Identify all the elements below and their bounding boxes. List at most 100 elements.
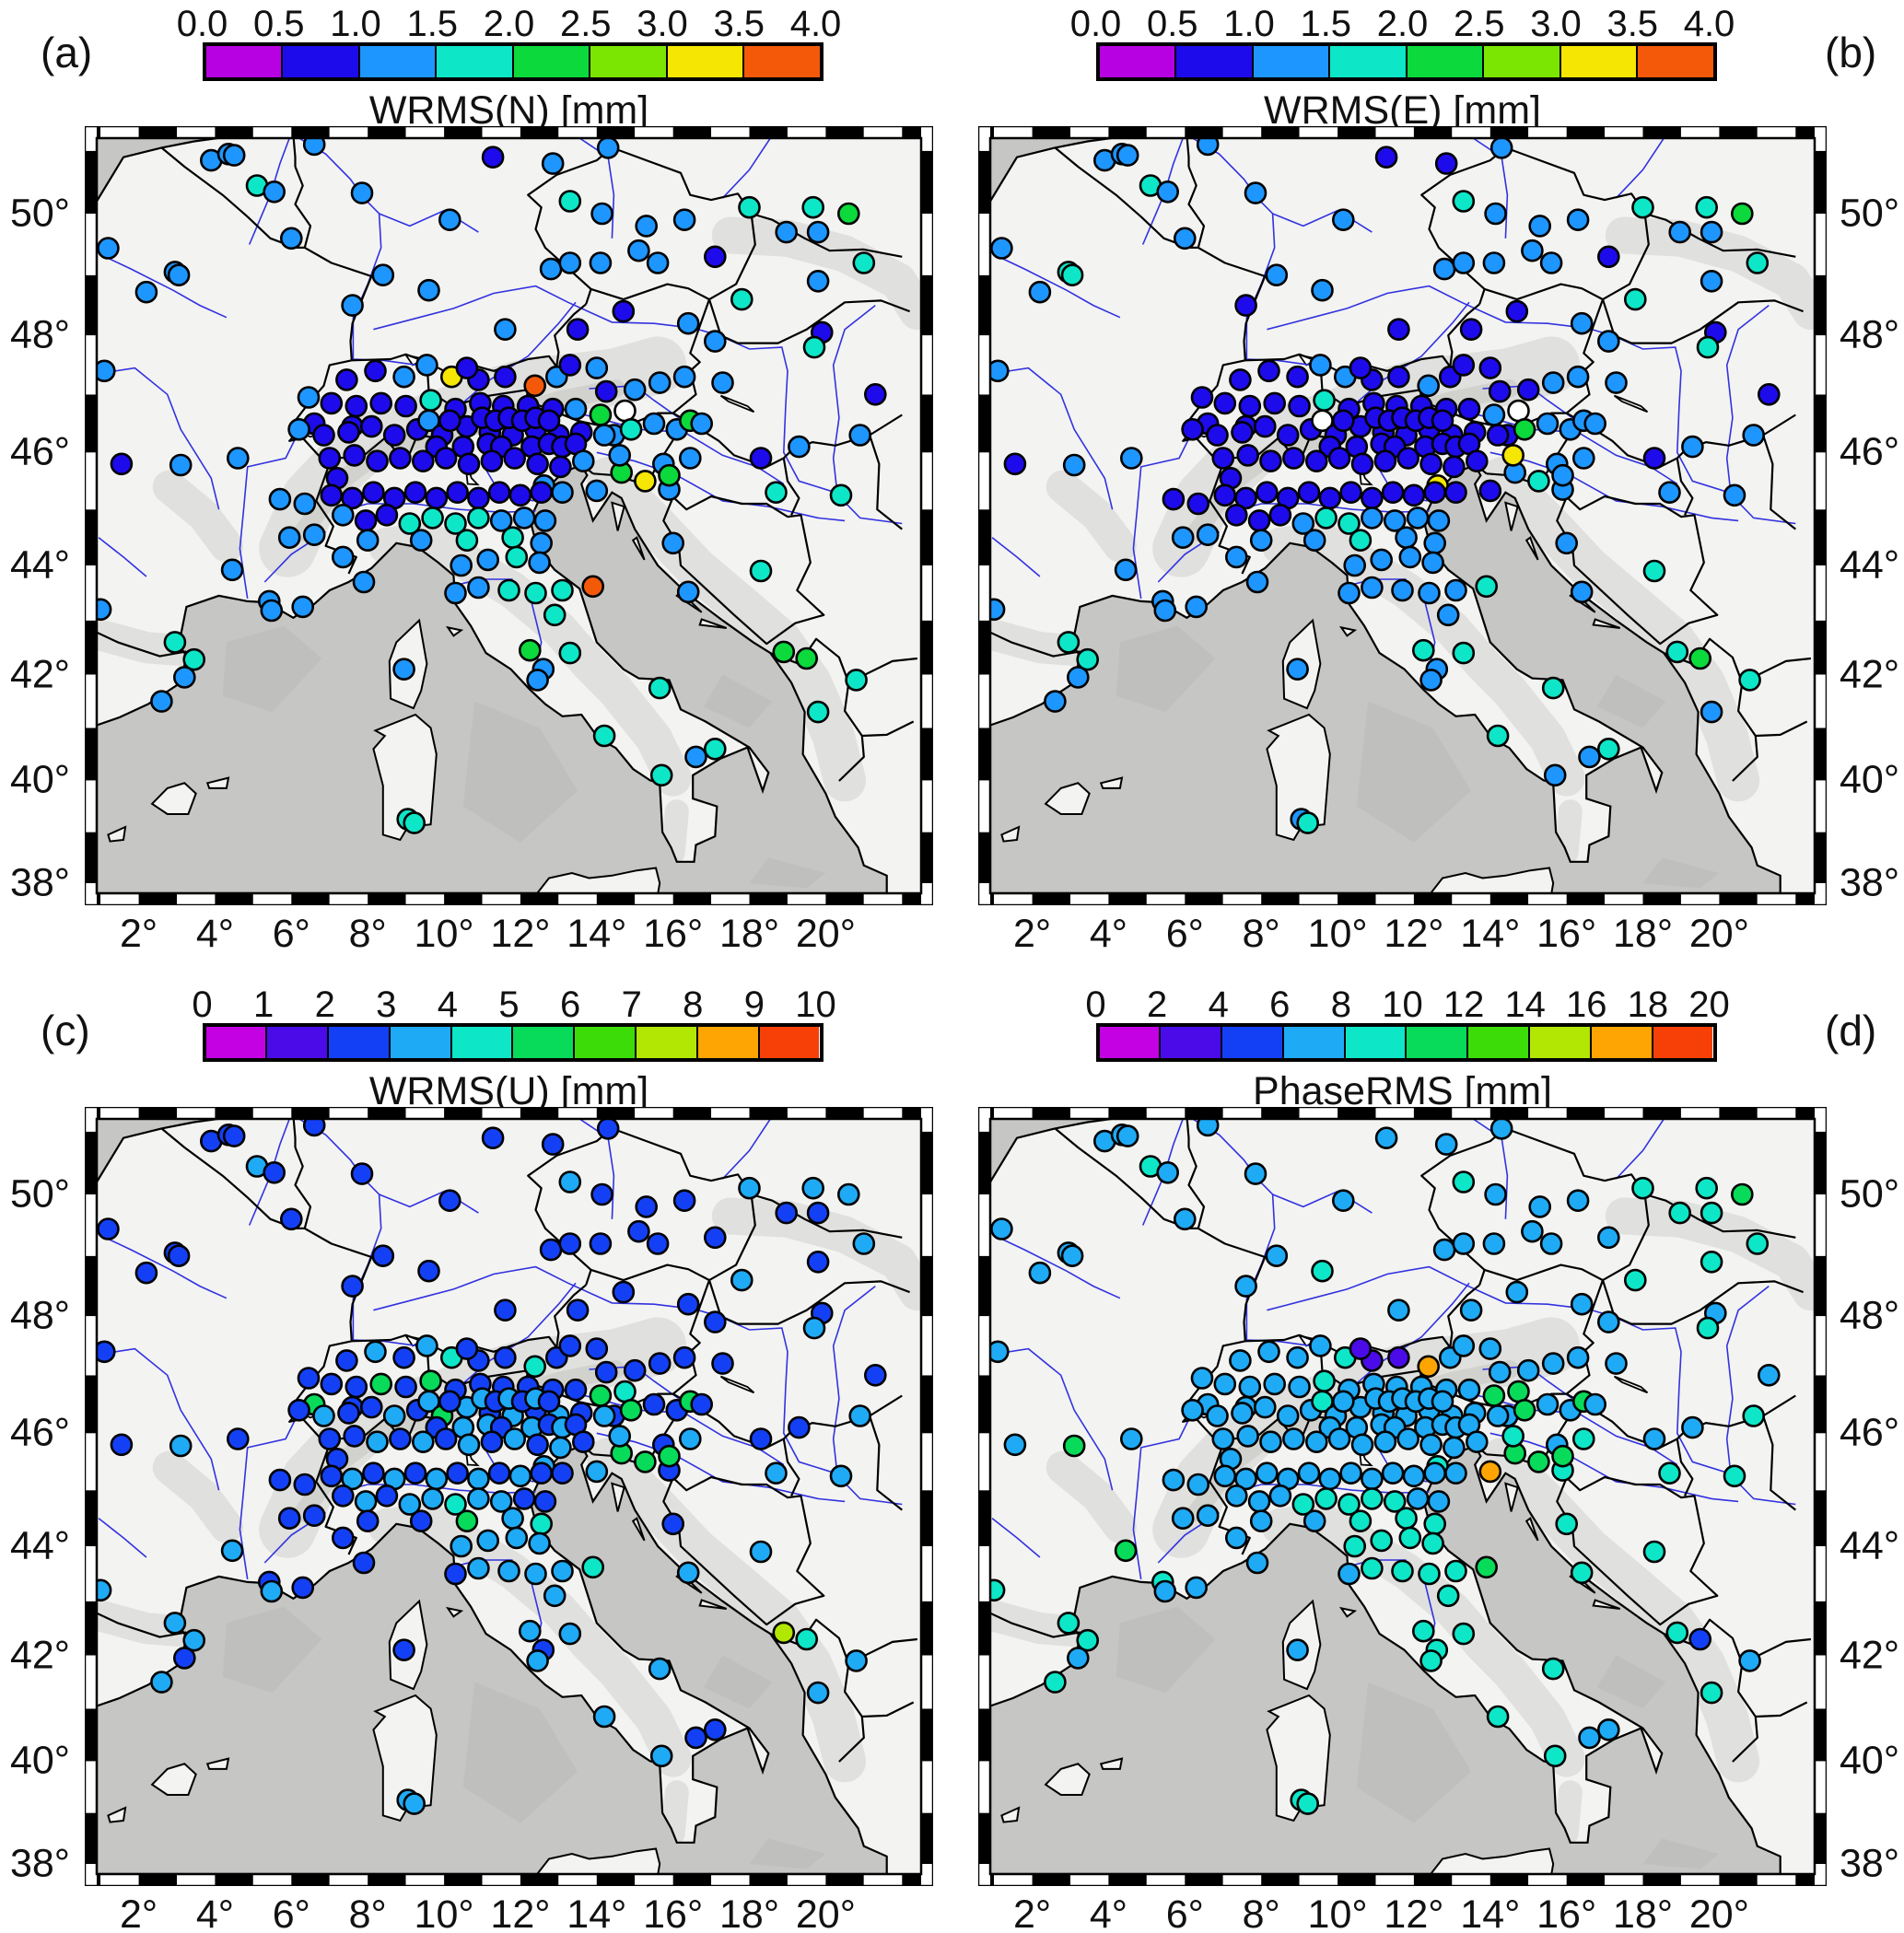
station-dot [366, 449, 389, 473]
station-dot [1488, 379, 1512, 403]
station-dot [1229, 368, 1252, 391]
station-dot [1339, 1461, 1362, 1485]
colorbar-segment [1560, 46, 1638, 77]
colorbar-segment [267, 1027, 330, 1058]
colorbar-segment [1099, 46, 1176, 77]
station-dot [585, 479, 609, 503]
station-dot [1268, 503, 1292, 527]
station-dot [1297, 481, 1321, 505]
colorbar-tick-label: 1 [252, 984, 275, 1025]
station-dot [836, 202, 860, 226]
station-dot [1313, 1369, 1336, 1393]
colorbar-tick-label: 10 [1382, 984, 1423, 1025]
station-dot [287, 1398, 310, 1422]
station-dot [1738, 1649, 1761, 1672]
colorbar-d [1095, 1023, 1717, 1062]
station-dot [1746, 251, 1770, 274]
station-dot [1224, 1526, 1248, 1550]
station-dot [1234, 486, 1257, 510]
station-dot [1623, 287, 1647, 311]
station-dot [1263, 391, 1287, 415]
station-dot [1398, 545, 1422, 569]
station-dot [415, 1334, 438, 1357]
lat-tick-label: 38° [1840, 1841, 1900, 1886]
station-dot [1245, 570, 1269, 594]
colorbar-tick-label: 1.0 [330, 4, 381, 44]
station-dot [1256, 481, 1279, 505]
station-dot [703, 245, 727, 269]
colorbar-segment [590, 46, 668, 77]
station-dot [1383, 509, 1407, 532]
station-dot [335, 368, 358, 391]
station-dot [551, 1559, 574, 1583]
station-dot [280, 1207, 303, 1231]
station-dot [613, 1380, 637, 1403]
station-dot [1432, 1238, 1456, 1262]
station-dot [369, 1372, 393, 1396]
station-dot [403, 811, 426, 834]
station-dot [990, 1217, 1013, 1240]
colorbar-tick-label: 5 [498, 984, 520, 1025]
station-dot [1288, 394, 1311, 418]
station-dot [457, 452, 481, 476]
station-dot [375, 503, 399, 527]
lon-tick-label: 10° [1307, 1892, 1368, 1933]
colorbar-tick-label: 2.0 [483, 4, 535, 44]
lon-tick-label: 18° [719, 912, 780, 956]
station-dot [505, 1526, 529, 1550]
station-dot [403, 1792, 426, 1815]
station-dot [277, 1507, 301, 1531]
station-dot [1700, 1201, 1723, 1225]
station-dot [1349, 356, 1373, 379]
station-dot [1730, 1182, 1754, 1206]
station-dot [775, 1201, 799, 1225]
station-dot [1265, 1244, 1289, 1267]
station-dot [320, 1372, 344, 1396]
station-dot [277, 526, 301, 550]
lon-tick-label: 18° [719, 1892, 780, 1933]
station-dot [1381, 481, 1405, 505]
colorbar-tick-label: 20 [1688, 984, 1730, 1025]
station-dot [672, 365, 696, 389]
station-dot [1286, 365, 1309, 389]
station-dot [1224, 545, 1248, 569]
station-dot [1658, 1461, 1681, 1485]
station-dot [558, 641, 582, 665]
station-dot [801, 1176, 825, 1200]
lat-tick-label: 42° [1840, 652, 1900, 697]
colorbar-segment [390, 1027, 452, 1058]
station-dot [1171, 526, 1195, 550]
station-dot [182, 647, 205, 671]
station-dot [1478, 479, 1502, 503]
station-dot [467, 1556, 490, 1580]
station-dot [1213, 1372, 1237, 1396]
station-dot [1596, 1310, 1620, 1333]
station-dot [318, 447, 342, 470]
station-dot [684, 1726, 707, 1750]
station-dot [772, 640, 796, 664]
map-d [978, 1107, 1827, 1886]
station-dot [335, 1349, 358, 1372]
lat-tick-label: 42° [9, 1633, 70, 1678]
station-dot [375, 1484, 399, 1508]
station-dot [749, 559, 773, 583]
station-dot [497, 578, 520, 602]
station-dot [364, 359, 387, 383]
station-dot [1060, 1244, 1084, 1267]
station-dot [1507, 1380, 1530, 1403]
station-dot [1213, 483, 1237, 507]
station-dot [1116, 144, 1139, 167]
station-dot [1436, 603, 1460, 627]
station-dot [676, 311, 700, 335]
station-dot [1361, 1467, 1384, 1491]
station-dot [523, 374, 547, 398]
station-dot [1391, 578, 1414, 602]
station-dot [1696, 1316, 1720, 1340]
station-dot [97, 359, 116, 383]
station-dot [1757, 1363, 1781, 1387]
colorbar-tick-label: 4 [1208, 984, 1229, 1025]
lat-tick-label: 38° [9, 1841, 70, 1886]
lon-tick-label: 8° [348, 1892, 387, 1933]
station-dot [806, 270, 830, 293]
station-dot [497, 1559, 520, 1583]
